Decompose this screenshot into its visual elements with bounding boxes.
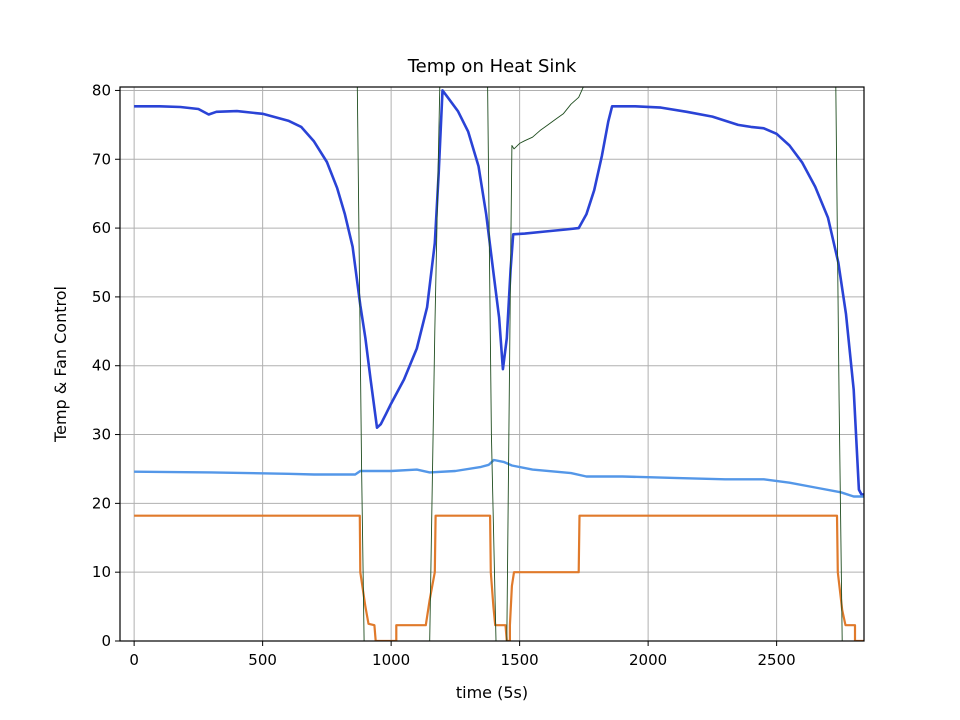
- y-tick-label: 70: [92, 150, 111, 168]
- y-tick-label: 40: [92, 357, 111, 375]
- x-tick-label: 1500: [501, 651, 539, 669]
- x-tick-label: 2000: [629, 651, 667, 669]
- grid: [120, 87, 864, 642]
- chart-title: Temp on Heat Sink: [407, 56, 577, 77]
- x-tick-label: 2500: [758, 651, 796, 669]
- y-tick-label: 50: [92, 288, 111, 306]
- x-axis-label: time (5s): [456, 683, 528, 702]
- y-ticks: 0 10 20 30 40 50 60 70 80: [92, 81, 120, 650]
- series-line-3: [134, 514, 864, 641]
- series-line-4: [356, 87, 864, 641]
- y-axis-label: Temp & Fan Control: [51, 286, 70, 443]
- x-ticks: 0 500 1000 1500 2000 2500: [129, 641, 796, 669]
- y-tick-label: 30: [92, 426, 111, 444]
- y-tick-label: 80: [92, 81, 111, 99]
- plot-frame: [119, 86, 865, 642]
- x-tick-label: 0: [129, 651, 139, 669]
- y-tick-label: 60: [92, 219, 111, 237]
- y-tick-label: 0: [101, 632, 111, 650]
- series-line-1: [134, 89, 864, 496]
- series-group: [134, 87, 864, 641]
- series-line-2: [134, 458, 864, 498]
- y-tick-label: 10: [92, 563, 111, 581]
- x-tick-label: 500: [248, 651, 277, 669]
- x-tick-label: 1000: [372, 651, 410, 669]
- y-tick-label: 20: [92, 494, 111, 512]
